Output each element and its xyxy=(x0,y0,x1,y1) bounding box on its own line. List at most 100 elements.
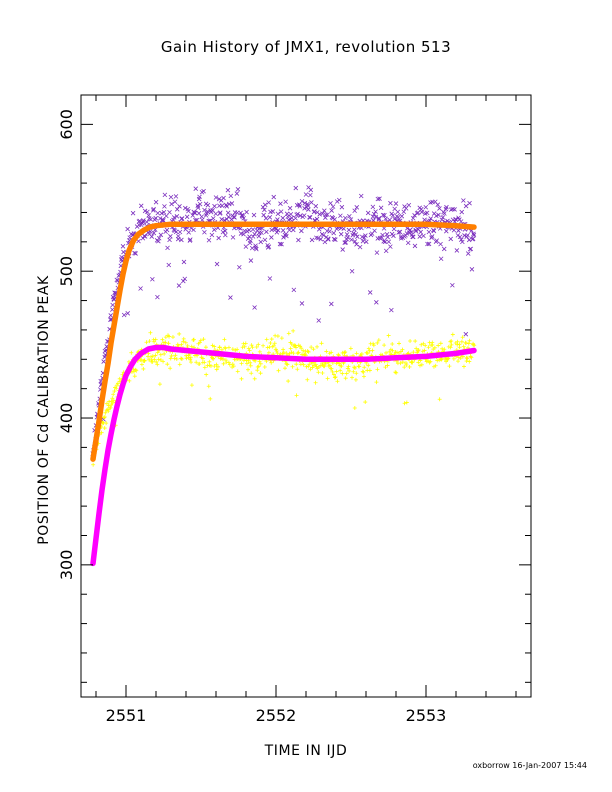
data-point-plus-marker xyxy=(292,343,297,348)
data-point-x-marker xyxy=(172,199,178,205)
data-point-x-marker xyxy=(301,213,307,218)
data-point-x-marker xyxy=(209,232,215,238)
data-point-x-marker xyxy=(153,215,159,221)
data-point-plus-marker xyxy=(408,338,413,343)
data-point-plus-marker xyxy=(242,344,247,349)
plot-area: 2551 2552 2553 300 400 500 600 xyxy=(57,94,532,725)
data-point-x-marker xyxy=(391,226,397,232)
data-point-x-marker xyxy=(323,212,328,218)
data-point-plus-marker xyxy=(104,421,109,426)
data-point-x-marker xyxy=(267,276,273,281)
data-point-x-marker xyxy=(250,234,256,239)
data-point-plus-marker xyxy=(262,364,267,369)
data-point-plus-marker xyxy=(235,369,240,374)
data-point-x-marker xyxy=(381,226,387,231)
data-point-x-marker xyxy=(380,232,385,238)
data-point-plus-marker xyxy=(467,359,472,364)
data-point-plus-marker xyxy=(162,351,167,356)
data-point-x-marker xyxy=(201,188,206,194)
data-point-plus-marker xyxy=(129,350,134,355)
data-point-plus-marker xyxy=(353,377,358,382)
data-point-x-marker xyxy=(373,209,378,214)
data-point-x-marker xyxy=(336,197,342,203)
data-point-plus-marker xyxy=(99,430,104,435)
data-point-plus-marker xyxy=(300,352,305,357)
data-point-x-marker xyxy=(307,215,313,220)
data-point-x-marker xyxy=(387,217,392,223)
data-point-x-marker xyxy=(149,234,155,239)
data-point-plus-marker xyxy=(309,345,314,350)
data-point-plus-marker xyxy=(212,344,217,349)
data-point-plus-marker xyxy=(285,362,290,367)
data-point-plus-marker xyxy=(448,345,453,350)
data-point-x-marker xyxy=(130,210,136,216)
data-point-plus-marker xyxy=(160,337,165,342)
data-point-x-marker xyxy=(388,200,393,206)
data-point-x-marker xyxy=(441,246,447,252)
data-point-x-marker xyxy=(193,186,199,191)
data-point-x-marker xyxy=(212,203,217,209)
data-point-plus-marker xyxy=(148,354,153,359)
data-point-plus-marker xyxy=(203,345,208,350)
data-point-plus-marker xyxy=(446,344,451,349)
data-point-plus-marker xyxy=(335,379,340,384)
data-point-plus-marker xyxy=(404,362,409,367)
data-point-x-marker xyxy=(151,230,157,236)
data-point-plus-marker xyxy=(286,331,291,336)
data-point-plus-marker xyxy=(221,357,226,362)
data-point-plus-marker xyxy=(235,347,240,352)
data-point-x-marker xyxy=(444,204,449,210)
data-point-x-marker xyxy=(342,240,347,245)
data-point-x-marker xyxy=(385,234,390,240)
y-tick-label: 300 xyxy=(57,550,76,581)
data-point-x-marker xyxy=(352,239,358,244)
data-point-plus-marker xyxy=(432,345,437,350)
data-point-x-marker xyxy=(417,234,423,239)
data-point-plus-marker xyxy=(226,360,231,365)
data-point-x-marker xyxy=(213,195,219,200)
data-point-x-marker xyxy=(349,268,355,274)
data-point-plus-marker xyxy=(289,342,294,347)
data-point-plus-marker xyxy=(134,368,139,373)
data-point-x-marker xyxy=(308,192,313,198)
data-point-plus-marker xyxy=(344,371,349,376)
data-point-plus-marker xyxy=(274,348,279,353)
data-point-x-marker xyxy=(380,212,386,218)
data-point-plus-marker xyxy=(322,364,327,369)
data-point-x-marker xyxy=(192,210,198,216)
chart-title: Gain History of JMX1, revolution 513 xyxy=(161,38,451,56)
data-point-plus-marker xyxy=(198,338,203,343)
data-point-plus-marker xyxy=(402,365,407,370)
data-point-x-marker xyxy=(415,210,421,215)
data-point-x-marker xyxy=(435,202,441,207)
data-point-x-marker xyxy=(168,194,174,200)
data-point-x-marker xyxy=(162,192,168,198)
data-point-x-marker xyxy=(386,239,392,245)
data-point-plus-marker xyxy=(436,343,441,348)
data-point-x-marker xyxy=(234,191,240,196)
data-point-x-marker xyxy=(217,210,223,215)
data-point-x-marker xyxy=(181,259,187,265)
data-point-plus-marker xyxy=(413,339,418,344)
data-point-plus-marker xyxy=(158,352,163,357)
data-point-x-marker xyxy=(471,232,477,238)
data-point-x-marker xyxy=(243,244,249,249)
data-point-x-marker xyxy=(367,290,373,295)
data-point-plus-marker xyxy=(269,360,274,365)
data-point-plus-marker xyxy=(202,365,207,370)
data-point-plus-marker xyxy=(316,370,321,375)
data-point-x-marker xyxy=(318,236,324,242)
data-point-plus-marker xyxy=(386,333,391,338)
data-point-x-marker xyxy=(195,205,201,210)
data-point-plus-marker xyxy=(409,359,414,364)
data-point-plus-marker xyxy=(375,367,380,372)
data-point-plus-marker xyxy=(461,344,466,349)
data-point-plus-marker xyxy=(114,386,119,391)
data-point-plus-marker xyxy=(430,342,435,347)
data-point-plus-marker xyxy=(184,356,189,361)
data-point-plus-marker xyxy=(148,330,153,335)
data-point-x-marker xyxy=(423,204,429,210)
data-point-plus-marker xyxy=(283,366,288,371)
data-point-plus-marker xyxy=(240,345,245,350)
data-point-plus-marker xyxy=(152,357,157,362)
